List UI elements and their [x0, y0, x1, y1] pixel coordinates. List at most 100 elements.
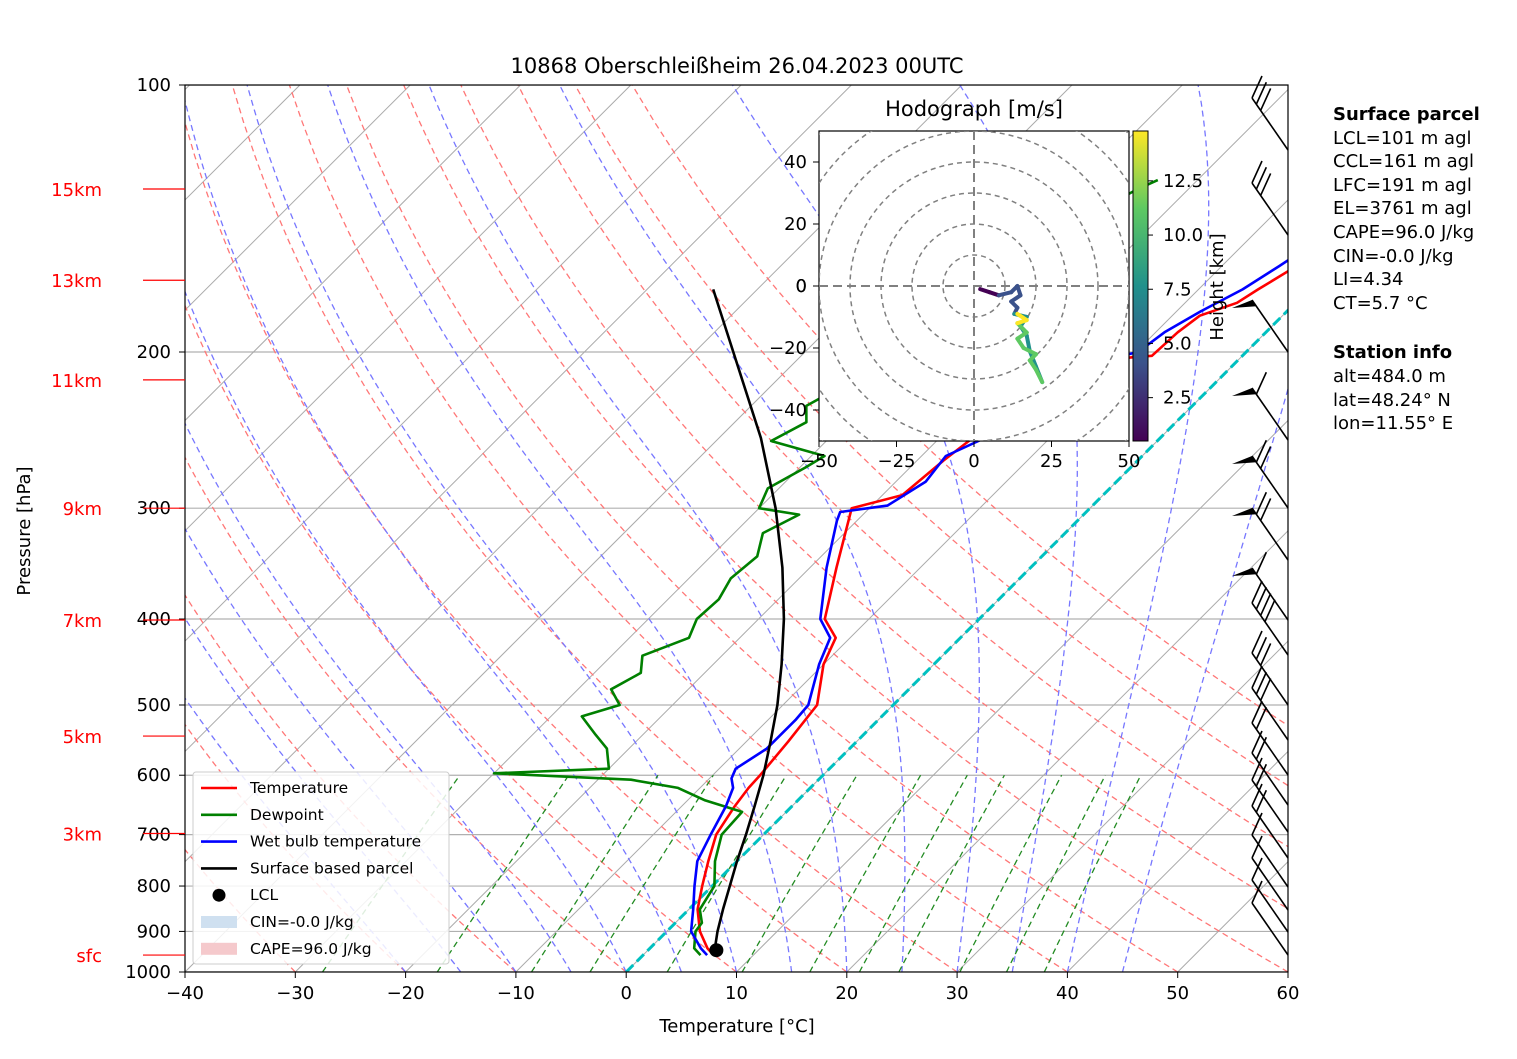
height-label: 7km	[63, 611, 102, 632]
wind-barb-feather	[1251, 812, 1263, 836]
wind-barb-staff	[1251, 805, 1289, 859]
hodograph-x-tick-label: 0	[968, 451, 979, 472]
wind-barb-flag	[1232, 388, 1257, 396]
hodograph-y-tick-label: 0	[796, 276, 807, 297]
hodograph-x-tick-label: −50	[800, 451, 838, 472]
wind-barb-feather	[1251, 700, 1263, 724]
isotherm-line	[185, 85, 521, 422]
x-tick-label: 60	[1277, 983, 1300, 1004]
mixing-ratio-line	[589, 774, 714, 972]
hodograph-title: Hodograph [m/s]	[885, 97, 1063, 121]
wind-barb-feather	[1259, 498, 1272, 521]
hodograph-grid	[819, 131, 1129, 441]
legend-label: CIN=-0.0 J/kg	[250, 913, 354, 931]
moist-adiabat-line	[959, 85, 1078, 972]
hodograph-y-tick-label: −40	[769, 400, 807, 421]
isotherm-line	[956, 640, 1288, 972]
hodograph-trace-segment	[1024, 333, 1032, 354]
wind-barb-flag	[1232, 456, 1257, 464]
wind-barb-feather	[1259, 643, 1272, 666]
legend: Temperature Dewpoint Wet bulb temperature S…	[192, 771, 450, 965]
height-label: 15km	[51, 180, 102, 201]
x-tick-label: 30	[946, 983, 969, 1004]
legend-label: Dewpoint	[250, 806, 324, 824]
wind-barb-feather	[1251, 630, 1263, 654]
legend-box	[192, 771, 450, 965]
wind-barb-staff	[1251, 507, 1289, 561]
isotherm-line	[185, 85, 852, 753]
isotherm-line	[625, 309, 1288, 972]
y-tick-label: 800	[137, 876, 171, 897]
wind-barb	[1232, 299, 1289, 353]
hodograph-x-tick-label: −25	[878, 451, 916, 472]
wind-barb-feather	[1255, 586, 1268, 610]
wind-barb-feather	[1255, 763, 1268, 787]
height-label: 9km	[63, 499, 102, 520]
wind-barb-feather	[1259, 88, 1272, 111]
height-label: sfc	[76, 946, 102, 967]
wind-barb-feather	[1251, 75, 1263, 99]
wind-barb	[1232, 439, 1289, 509]
legend-label: LCL	[250, 886, 278, 904]
surface-parcel-el: EL=3761 m agl	[1333, 198, 1472, 220]
mixing-ratio-line	[1005, 774, 1106, 972]
y-tick-label: 600	[137, 765, 171, 786]
station-info-lon: lon=11.55° E	[1333, 413, 1454, 435]
moist-adiabat-line	[1066, 85, 1210, 972]
y-tick-label: 100	[137, 75, 171, 96]
wind-barb	[1251, 857, 1289, 933]
x-tick-label: 0	[620, 983, 631, 1004]
moist-adiabat-line	[185, 97, 682, 972]
wind-barb-feather	[1259, 173, 1272, 196]
wind-barb	[1251, 757, 1289, 833]
hodograph-trace-segment	[1021, 346, 1038, 357]
dry-adiabat-line	[231, 85, 958, 972]
surface-parcel-li: LI=4.34	[1333, 269, 1404, 291]
wind-barb-feather	[1251, 757, 1263, 781]
series-surface-based-parcel-line	[711, 289, 786, 956]
wind-barb-feather	[1255, 81, 1268, 105]
moist-adiabat-line	[246, 85, 738, 972]
moist-adiabat-line	[1121, 386, 1288, 972]
dry-adiabat-line	[517, 85, 1288, 848]
y-tick-label: 900	[137, 921, 171, 942]
wind-barb-staff	[1251, 687, 1289, 741]
mixing-ratio-line	[436, 774, 570, 972]
surface-parcel-lfc: LFC=191 m agl	[1333, 174, 1472, 196]
wind-barb-staff	[1251, 299, 1289, 353]
wind-barb	[1251, 160, 1289, 236]
wind-barb	[1251, 783, 1289, 859]
x-tick-label: 40	[1056, 983, 1079, 1004]
legend-swatch-marker	[212, 888, 226, 902]
mixing-ratio-line	[959, 774, 1063, 972]
y-tick-label: 1000	[125, 962, 171, 983]
wind-barb	[1251, 665, 1289, 741]
isotherm-line	[846, 530, 1288, 972]
height-label: 11km	[51, 371, 102, 392]
wind-barb	[1251, 880, 1289, 956]
moist-adiabat-line	[185, 421, 572, 972]
moist-adiabat-line	[327, 85, 793, 972]
station-info-alt: alt=484.0 m	[1333, 365, 1446, 387]
height-label: 3km	[63, 824, 102, 845]
axes: −40 −30 −20 −10 0 10 20 30 40 50 60100200300400500…	[51, 75, 1299, 1004]
wind-barb	[1251, 730, 1289, 806]
x-tick-label: 20	[835, 983, 858, 1004]
surface-parcel-cin: CIN=-0.0 J/kg	[1333, 245, 1454, 267]
mixing-ratio-line	[858, 774, 968, 972]
wind-barb-feather	[1251, 783, 1263, 807]
hodograph-y-tick-label: −20	[769, 338, 807, 359]
chart-title: 10868 Oberschleißheim 26.04.2023 00UTC	[511, 54, 964, 78]
dry-adiabat-line	[345, 85, 1179, 972]
wind-barb-feather	[1255, 706, 1268, 730]
wind-barb-staff	[1251, 602, 1289, 656]
surface-parcel-cape: CAPE=96.0 J/kg	[1333, 221, 1475, 243]
x-tick-label: 10	[725, 983, 748, 1004]
isotherm-line	[736, 419, 1288, 972]
x-tick-label: 50	[1166, 983, 1189, 1004]
wind-barbs	[1232, 75, 1289, 956]
wind-barb-feather	[1255, 439, 1268, 463]
colorbar-tick-label: 2.5	[1163, 388, 1192, 409]
surface-parcel-header: Surface parcel	[1333, 104, 1480, 125]
